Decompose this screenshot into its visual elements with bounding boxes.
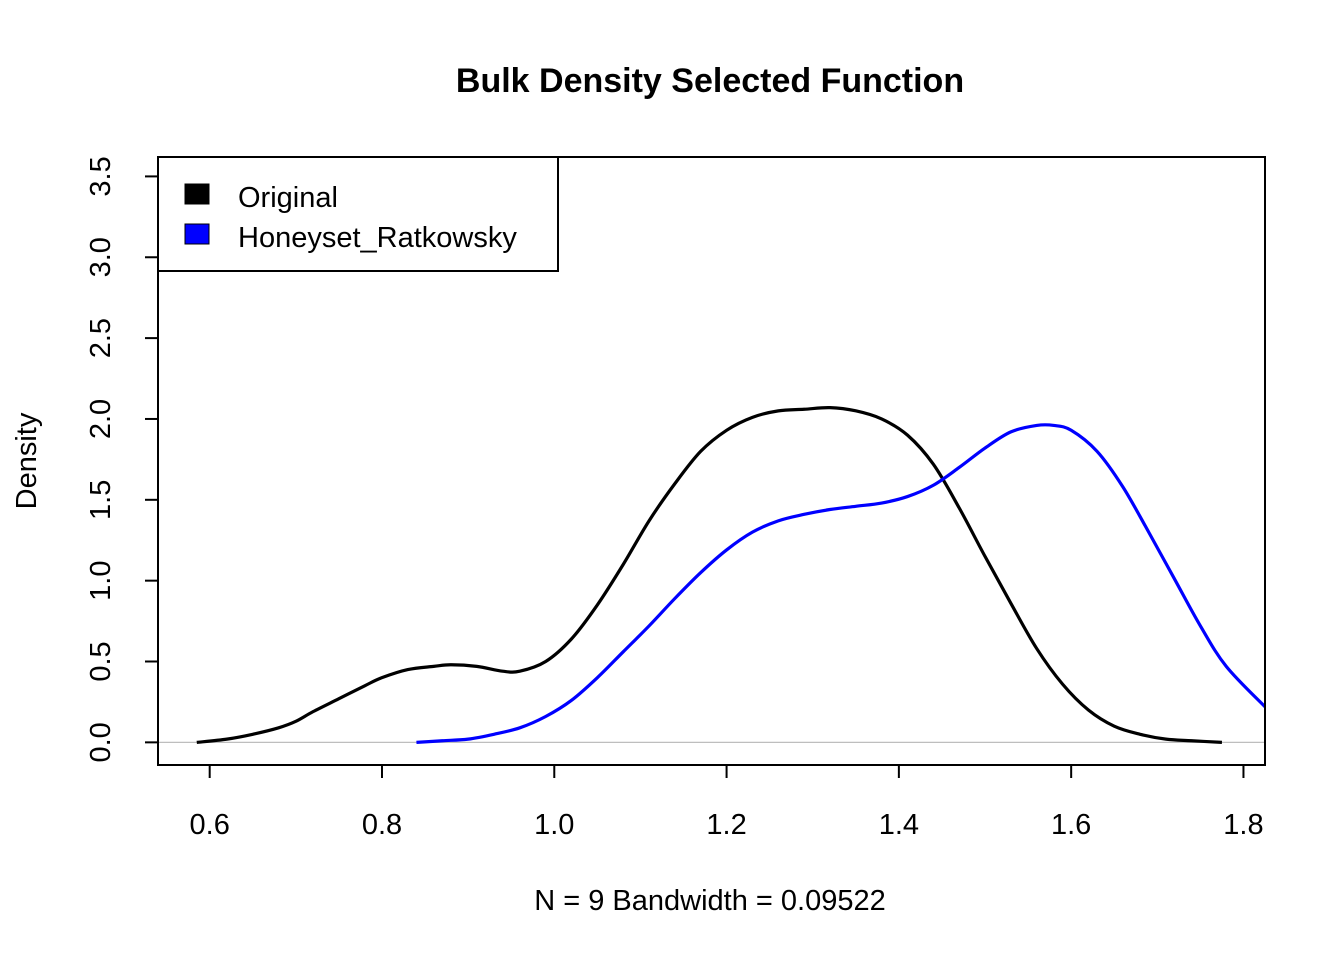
y-tick-label: 3.5	[85, 156, 117, 196]
x-tick-label: 1.6	[1051, 809, 1091, 841]
x-axis: 0.6 0.8 1.0 1.2 1.4 1.6 1.8	[190, 765, 1264, 841]
x-tick-label: 1.4	[879, 809, 919, 841]
x-axis-label: N = 9 Bandwidth = 0.09522	[534, 885, 885, 917]
legend-label-original: Original	[238, 182, 338, 214]
x-tick-label: 0.6	[190, 809, 230, 841]
y-axis: 0.0 0.5 1.0 1.5 2.0 2.5 3.0 3.5	[85, 156, 158, 763]
y-tick-label: 1.5	[85, 480, 117, 520]
y-tick-label: 2.5	[85, 318, 117, 358]
y-tick-label: 2.0	[85, 399, 117, 439]
y-tick-label: 0.0	[85, 722, 117, 762]
series-line-honeyset-ratkowsky	[416, 423, 1265, 744]
x-tick-label: 1.2	[706, 809, 746, 841]
plot-frame	[157, 156, 1266, 766]
y-tick-label: 3.0	[85, 237, 117, 277]
x-tick-label: 1.0	[534, 809, 574, 841]
legend-label-honeyset: Honeyset_Ratkowsky	[238, 222, 517, 254]
series-layer	[196, 406, 1265, 744]
y-tick-label: 0.5	[85, 641, 117, 681]
chart-title: Bulk Density Selected Function	[456, 62, 964, 100]
legend-swatch-honeyset	[184, 223, 210, 245]
y-axis-label: Density	[11, 412, 43, 509]
y-tick-label: 1.0	[85, 560, 117, 600]
legend: Original Honeyset_Ratkowsky	[157, 156, 559, 272]
x-tick-label: 1.8	[1223, 809, 1263, 841]
legend-box	[157, 156, 559, 272]
x-tick-label: 0.8	[362, 809, 402, 841]
legend-swatch-original	[184, 183, 210, 205]
series-line-original	[196, 406, 1223, 744]
